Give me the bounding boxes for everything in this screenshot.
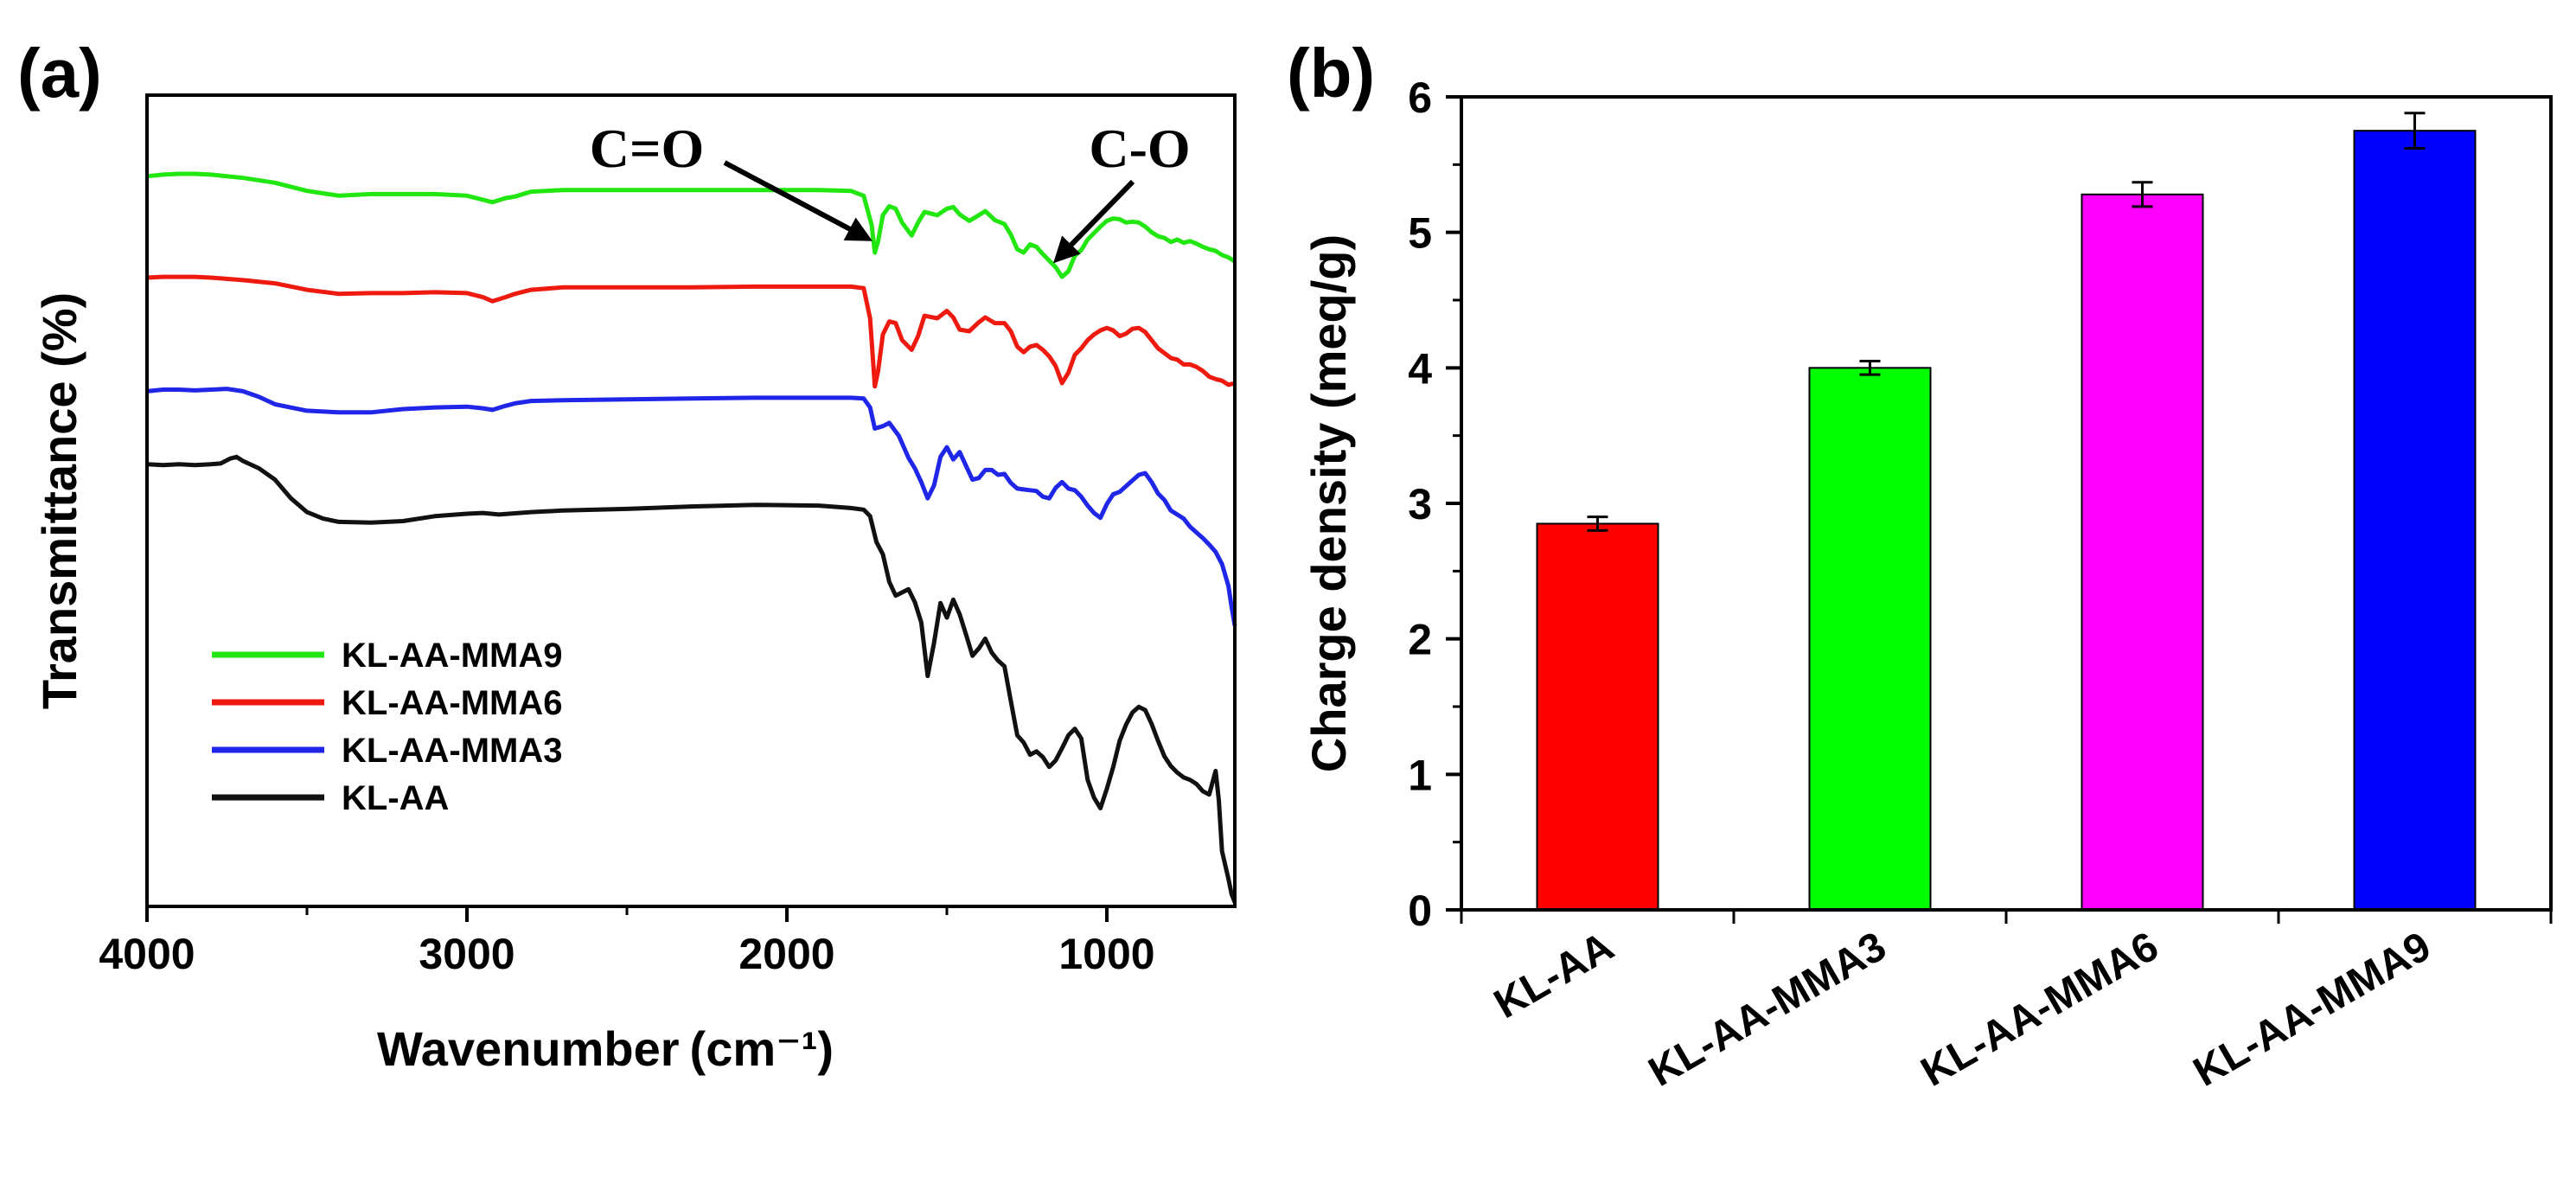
- y-tick-label: 3: [1408, 480, 1432, 528]
- panel-b-y-axis-ticks: 0 1 2 3 4 5 6: [1408, 74, 1461, 935]
- panel-a-x-axis-ticks: 4000 3000 2000 1000: [99, 906, 1155, 978]
- panel-a-plot-frame: [145, 93, 1237, 908]
- peak-label: C=O: [590, 118, 704, 179]
- x-tick-label: 2000: [738, 930, 834, 978]
- spectra-series-group: [146, 171, 1237, 904]
- series-line-kl-aa: [146, 454, 1237, 904]
- legend-label: KL-AA: [342, 779, 449, 817]
- panel-a-x-axis-title: Wavenumber (cm⁻¹): [377, 1021, 834, 1076]
- panel-b-y-axis-title: Charge density (meq/g): [1301, 234, 1356, 772]
- peak-label: C-O: [1089, 118, 1190, 179]
- category-label: KL-AA-MMA3: [1641, 924, 1894, 1096]
- bar-kl-aa-mma9: [2353, 130, 2477, 911]
- x-tick-label: 1000: [1058, 930, 1154, 978]
- category-label: KL-AA-MMA9: [2186, 924, 2439, 1096]
- bar-kl-aa-mma6: [2081, 193, 2204, 912]
- legend-label: KL-AA-MMA9: [342, 637, 563, 675]
- category-label: KL-AA: [1486, 924, 1621, 1028]
- y-tick-label: 0: [1408, 887, 1432, 935]
- y-tick-label: 6: [1408, 74, 1432, 122]
- bar-kl-aa: [1536, 522, 1659, 911]
- panel-b-label: (b): [1287, 35, 1375, 112]
- panel-b-x-axis-ticks: KL-AA KL-AA-MMA3 KL-AA-MMA6 KL-AA-MMA9: [1460, 910, 2553, 1096]
- bar-group: [1536, 112, 2477, 912]
- x-axis-title-text: Wavenumber: [377, 1021, 680, 1076]
- y-tick-label: 2: [1408, 616, 1432, 664]
- x-tick-label: 4000: [99, 930, 195, 978]
- panel-a-spectra-chart: (a) C=O C-O 4000 3000 2000 1000 Wavenumber (c…: [17, 35, 1237, 1076]
- series-line-kl-aa-mma3: [146, 387, 1237, 626]
- panel-b-bar-chart: (b) 0 1 2 3 4 5 6 KL-AA KL-AA-MMA3 KL-AA-MMA6 KL-…: [1287, 35, 2553, 1096]
- peak-annotations: C=O C-O: [590, 118, 1191, 264]
- category-label: KL-AA-MMA6: [1914, 924, 2166, 1096]
- legend-label: KL-AA-MMA3: [342, 732, 563, 770]
- series-line-kl-aa-mma6: [146, 274, 1236, 389]
- peak-arrow: [1053, 179, 1135, 264]
- panel-a-legend: KL-AA-MMA9 KL-AA-MMA6 KL-AA-MMA3 KL-AA: [212, 637, 563, 817]
- panel-a-y-axis-title: Transmittance (%): [32, 292, 86, 709]
- y-tick-label: 5: [1408, 209, 1432, 258]
- series-line-kl-aa-mma9: [146, 171, 1237, 279]
- y-tick-label: 4: [1408, 344, 1432, 393]
- legend-label: KL-AA-MMA6: [342, 684, 563, 722]
- panel-a-label: (a): [17, 35, 102, 112]
- y-tick-label: 1: [1408, 751, 1432, 799]
- x-axis-unit: (cm⁻¹): [690, 1021, 834, 1076]
- peak-arrow: [723, 160, 873, 241]
- x-tick-label: 3000: [419, 930, 515, 978]
- bar-kl-aa-mma3: [1808, 367, 1932, 912]
